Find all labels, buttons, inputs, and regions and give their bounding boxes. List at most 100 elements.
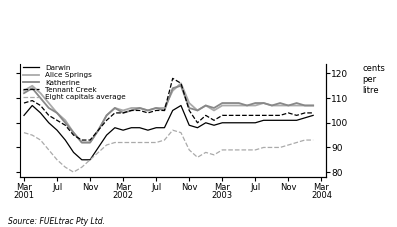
Eight capitals average	[203, 151, 208, 154]
Alice Springs	[203, 104, 208, 107]
Alice Springs	[55, 111, 60, 114]
Katherine	[270, 104, 274, 107]
Katherine	[30, 87, 35, 90]
Darwin	[104, 134, 109, 136]
Darwin	[88, 158, 93, 161]
Katherine	[38, 97, 43, 99]
Alice Springs	[21, 89, 26, 92]
Tennant Creek	[79, 139, 84, 141]
Alice Springs	[79, 141, 84, 144]
Darwin	[30, 104, 35, 107]
Darwin	[236, 121, 241, 124]
Tennant Creek	[63, 124, 67, 127]
Alice Springs	[162, 107, 167, 109]
Katherine	[236, 102, 241, 104]
Alice Springs	[38, 92, 43, 94]
Line: Darwin: Darwin	[24, 106, 313, 160]
Tennant Creek	[236, 114, 241, 117]
Darwin	[129, 126, 134, 129]
Eight capitals average	[104, 144, 109, 146]
Darwin	[261, 119, 266, 122]
Eight capitals average	[179, 131, 183, 134]
Text: Nov: Nov	[82, 183, 98, 192]
Katherine	[187, 107, 192, 109]
Alice Springs	[146, 109, 150, 112]
Darwin	[38, 111, 43, 114]
Text: 2003: 2003	[212, 191, 233, 200]
Alice Springs	[245, 104, 249, 107]
Tennant Creek	[71, 134, 76, 136]
Darwin	[96, 146, 101, 149]
Darwin	[63, 139, 67, 141]
Alice Springs	[96, 129, 101, 131]
Text: Mar: Mar	[314, 183, 330, 192]
Darwin	[294, 119, 299, 122]
Tennant Creek	[311, 111, 316, 114]
Legend: Darwin, Alice Springs, Katherine, Tennant Creek, Eight capitals average: Darwin, Alice Springs, Katherine, Tennan…	[23, 65, 126, 100]
Text: cents
per
litre: cents per litre	[362, 64, 385, 95]
Darwin	[146, 129, 150, 131]
Text: 2001: 2001	[13, 191, 35, 200]
Katherine	[96, 129, 101, 131]
Eight capitals average	[270, 146, 274, 149]
Line: Tennant Creek: Tennant Creek	[24, 78, 313, 140]
Darwin	[154, 126, 158, 129]
Eight capitals average	[46, 148, 51, 151]
Katherine	[261, 102, 266, 104]
Katherine	[179, 84, 183, 87]
Eight capitals average	[261, 146, 266, 149]
Tennant Creek	[278, 114, 283, 117]
Darwin	[46, 121, 51, 124]
Alice Springs	[236, 104, 241, 107]
Tennant Creek	[253, 114, 258, 117]
Alice Springs	[104, 114, 109, 117]
Eight capitals average	[253, 148, 258, 151]
Alice Springs	[121, 109, 125, 112]
Darwin	[245, 121, 249, 124]
Darwin	[228, 121, 233, 124]
Alice Springs	[170, 89, 175, 92]
Alice Springs	[46, 102, 51, 104]
Katherine	[311, 104, 316, 107]
Darwin	[187, 124, 192, 127]
Alice Springs	[270, 104, 274, 107]
Katherine	[195, 109, 200, 112]
Tennant Creek	[270, 114, 274, 117]
Alice Springs	[129, 107, 134, 109]
Tennant Creek	[220, 114, 225, 117]
Tennant Creek	[88, 139, 93, 141]
Katherine	[294, 102, 299, 104]
Katherine	[245, 104, 249, 107]
Eight capitals average	[121, 141, 125, 144]
Katherine	[104, 114, 109, 117]
Text: 2004: 2004	[311, 191, 332, 200]
Text: Mar: Mar	[214, 183, 230, 192]
Tennant Creek	[162, 109, 167, 112]
Eight capitals average	[154, 141, 158, 144]
Katherine	[146, 109, 150, 112]
Tennant Creek	[286, 111, 291, 114]
Tennant Creek	[261, 114, 266, 117]
Katherine	[162, 109, 167, 112]
Alice Springs	[220, 104, 225, 107]
Tennant Creek	[187, 109, 192, 112]
Tennant Creek	[21, 102, 26, 104]
Katherine	[55, 111, 60, 114]
Darwin	[21, 114, 26, 117]
Eight capitals average	[245, 148, 249, 151]
Darwin	[270, 119, 274, 122]
Tennant Creek	[129, 109, 134, 112]
Alice Springs	[63, 119, 67, 122]
Katherine	[170, 87, 175, 90]
Eight capitals average	[212, 153, 216, 156]
Eight capitals average	[236, 148, 241, 151]
Tennant Creek	[195, 121, 200, 124]
Tennant Creek	[38, 104, 43, 107]
Darwin	[303, 116, 307, 119]
Eight capitals average	[294, 141, 299, 144]
Katherine	[63, 121, 67, 124]
Katherine	[278, 102, 283, 104]
Darwin	[220, 121, 225, 124]
Katherine	[220, 102, 225, 104]
Tennant Creek	[121, 111, 125, 114]
